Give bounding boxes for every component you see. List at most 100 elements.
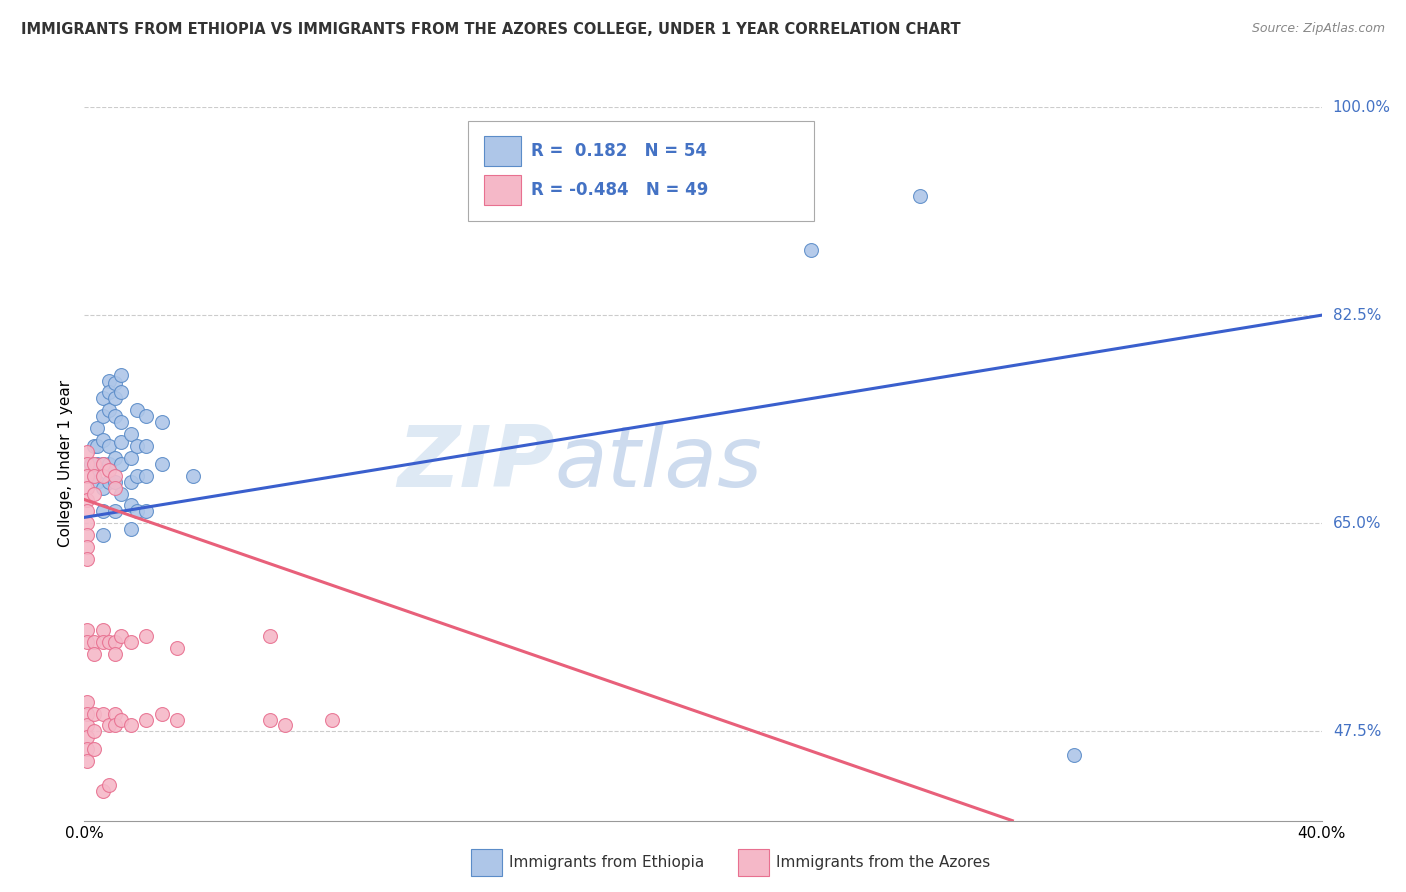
Point — [91, 392, 114, 406]
Point — [91, 433, 114, 447]
Point — [537, 136, 560, 150]
Point — [76, 552, 98, 566]
Point — [104, 706, 127, 721]
Point — [91, 457, 114, 471]
Point — [83, 724, 105, 739]
Point — [274, 718, 297, 732]
Point — [91, 504, 114, 518]
Point — [104, 475, 127, 489]
Point — [83, 457, 105, 471]
Point — [104, 450, 127, 465]
Point — [120, 718, 142, 732]
Point — [83, 706, 105, 721]
Point — [553, 160, 575, 174]
Point — [104, 481, 127, 495]
Point — [321, 713, 343, 727]
Point — [110, 486, 132, 500]
Point — [98, 778, 121, 792]
Point — [150, 415, 173, 429]
Text: Immigrants from Ethiopia: Immigrants from Ethiopia — [509, 855, 704, 870]
Point — [104, 504, 127, 518]
Text: Source: ZipAtlas.com: Source: ZipAtlas.com — [1251, 22, 1385, 36]
Point — [98, 439, 121, 453]
Point — [104, 635, 127, 649]
Point — [83, 635, 105, 649]
Point — [83, 439, 105, 453]
Point — [259, 713, 281, 727]
Point — [83, 468, 105, 483]
FancyBboxPatch shape — [468, 121, 814, 221]
Point — [83, 647, 105, 661]
Point — [76, 528, 98, 542]
Point — [86, 457, 108, 471]
Point — [76, 516, 98, 531]
Point — [110, 713, 132, 727]
Point — [120, 475, 142, 489]
Point — [135, 713, 157, 727]
Point — [110, 415, 132, 429]
Point — [110, 629, 132, 643]
Point — [98, 457, 121, 471]
Point — [98, 463, 121, 477]
Point — [110, 435, 132, 450]
Point — [166, 713, 188, 727]
Point — [120, 522, 142, 536]
Point — [76, 754, 98, 768]
Point — [104, 376, 127, 390]
Point — [76, 624, 98, 638]
Point — [1063, 748, 1085, 763]
Point — [110, 385, 132, 400]
Point — [76, 492, 98, 507]
Point — [76, 635, 98, 649]
FancyBboxPatch shape — [484, 136, 522, 166]
Point — [98, 385, 121, 400]
Text: Immigrants from the Azores: Immigrants from the Azores — [776, 855, 990, 870]
Point — [150, 706, 173, 721]
Point — [91, 624, 114, 638]
Point — [166, 641, 188, 656]
Point — [135, 439, 157, 453]
Point — [76, 540, 98, 554]
Point — [120, 427, 142, 442]
Text: 100.0%: 100.0% — [1333, 100, 1391, 114]
Point — [76, 731, 98, 745]
Text: 82.5%: 82.5% — [1333, 308, 1381, 323]
Y-axis label: College, Under 1 year: College, Under 1 year — [58, 380, 73, 548]
Point — [79, 457, 101, 471]
Point — [135, 504, 157, 518]
Point — [104, 718, 127, 732]
Point — [83, 486, 105, 500]
Point — [150, 457, 173, 471]
Point — [91, 481, 114, 495]
Point — [76, 457, 98, 471]
Point — [98, 475, 121, 489]
Point — [908, 189, 931, 203]
Point — [104, 409, 127, 424]
Point — [91, 784, 114, 798]
Point — [104, 468, 127, 483]
Point — [83, 468, 105, 483]
Text: 47.5%: 47.5% — [1333, 724, 1381, 739]
Point — [135, 629, 157, 643]
FancyBboxPatch shape — [484, 175, 522, 205]
Point — [135, 409, 157, 424]
Text: IMMIGRANTS FROM ETHIOPIA VS IMMIGRANTS FROM THE AZORES COLLEGE, UNDER 1 YEAR COR: IMMIGRANTS FROM ETHIOPIA VS IMMIGRANTS F… — [21, 22, 960, 37]
Text: atlas: atlas — [554, 422, 762, 506]
Point — [125, 403, 148, 417]
Point — [120, 499, 142, 513]
Text: R =  0.182   N = 54: R = 0.182 N = 54 — [531, 142, 707, 160]
Point — [98, 374, 121, 388]
Point — [98, 718, 121, 732]
Point — [91, 706, 114, 721]
Point — [76, 718, 98, 732]
Point — [135, 468, 157, 483]
Point — [86, 439, 108, 453]
Point — [104, 647, 127, 661]
Point — [76, 481, 98, 495]
Point — [91, 468, 114, 483]
Point — [91, 635, 114, 649]
Point — [104, 392, 127, 406]
Point — [76, 695, 98, 709]
Point — [125, 504, 148, 518]
Point — [76, 445, 98, 459]
